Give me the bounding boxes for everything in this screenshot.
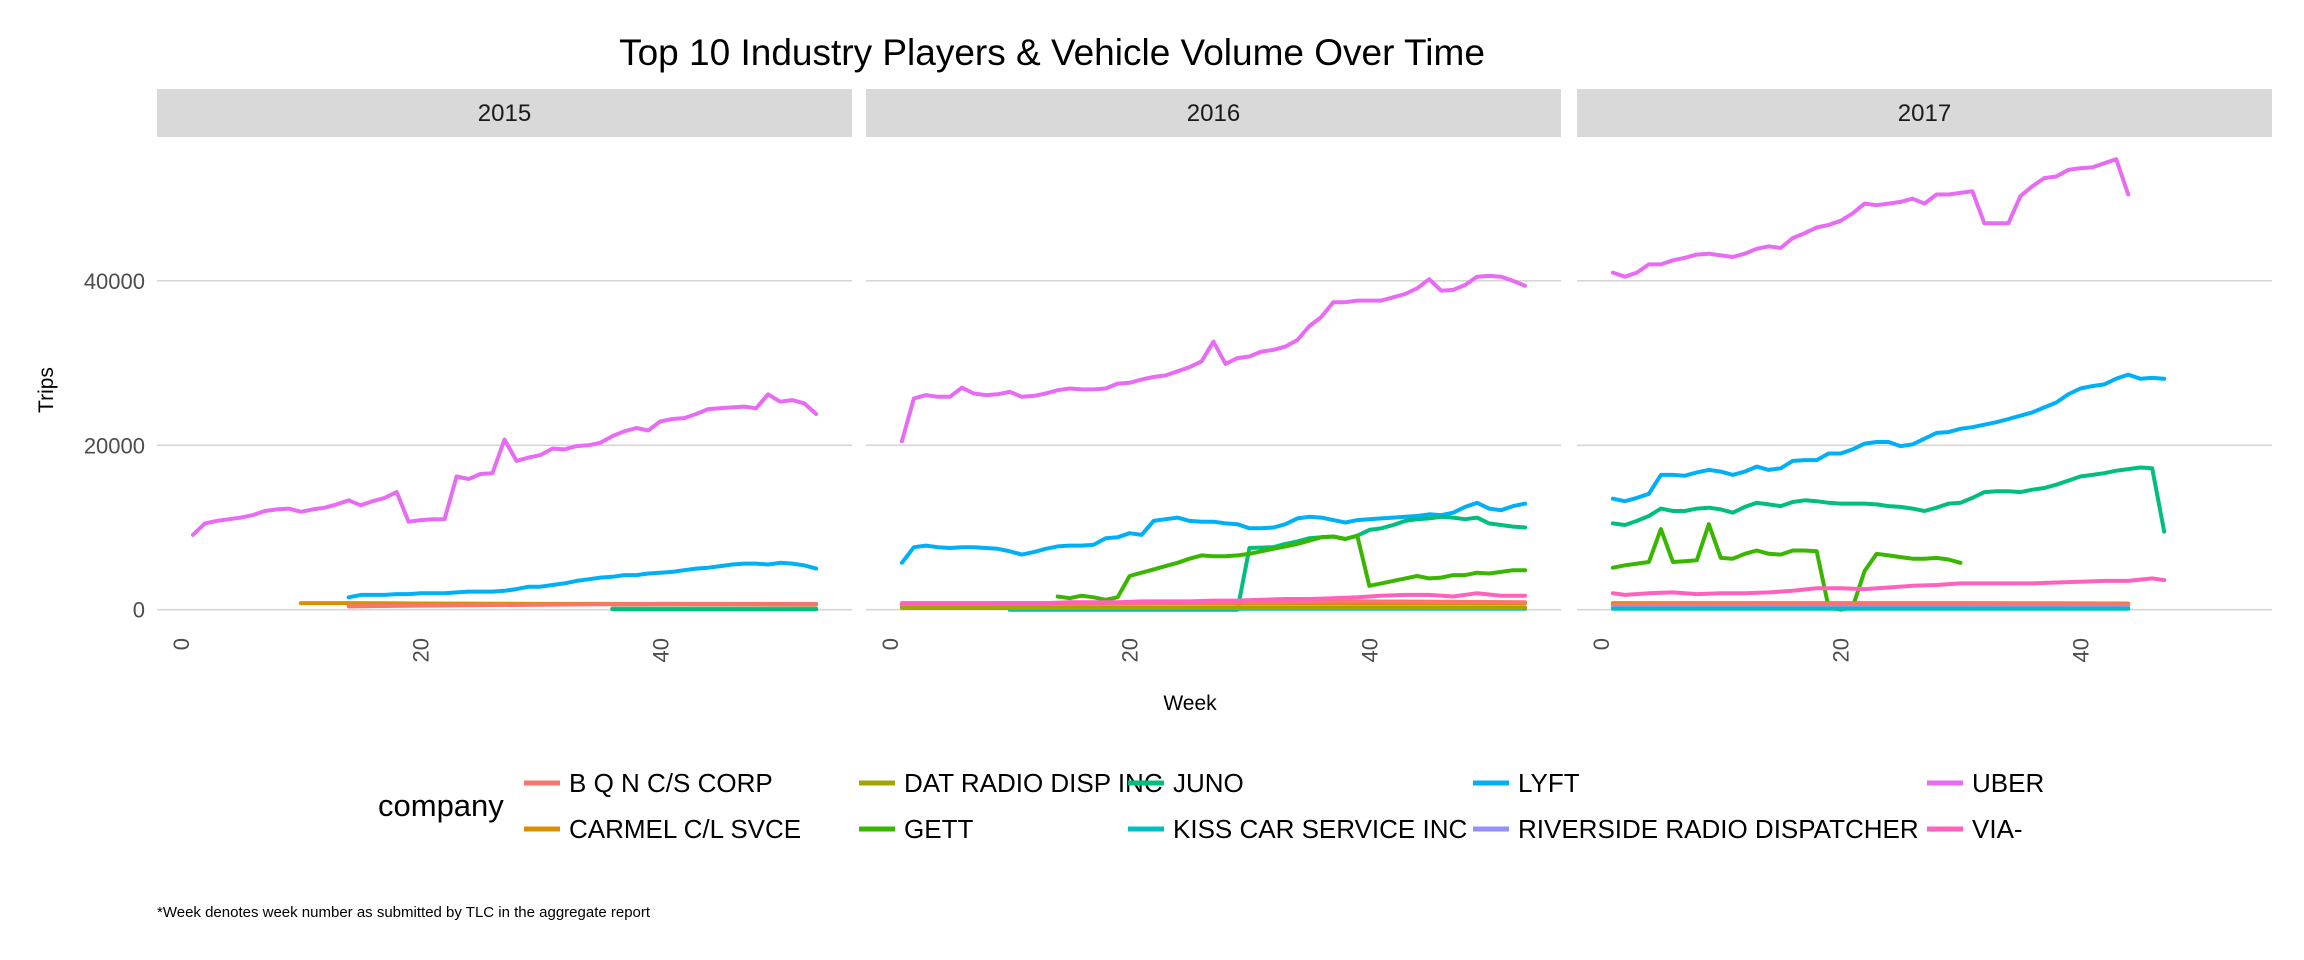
facet-strip (157, 89, 852, 137)
series-line-juno (1610, 465, 2167, 534)
series-line-b-q-n-c-s-corp (346, 601, 819, 609)
x-tick-label: 40 (648, 638, 673, 662)
series-line-lyft (899, 500, 1528, 565)
facet-strip-label: 2017 (1898, 100, 1951, 127)
legend-item: RIVERSIDE RADIO DISPATCHER (1473, 814, 1919, 844)
legend-item: B Q N C/S CORP (524, 768, 773, 798)
x-axis-title: Week (1163, 692, 1217, 715)
series-line-uber (899, 273, 1528, 444)
legend-item: DAT RADIO DISP INC (859, 768, 1163, 798)
legend-label: UBER (1972, 768, 2044, 798)
legend-item: JUNO (1128, 768, 1244, 798)
legend-label: CARMEL C/L SVCE (569, 814, 801, 844)
series-line-b-q-n-c-s-corp (1610, 601, 2131, 607)
legend-item: LYFT (1473, 768, 1580, 798)
chart-title: Top 10 Industry Players & Vehicle Volume… (619, 32, 1485, 73)
legend-label: LYFT (1518, 768, 1580, 798)
y-tick-label: 20000 (84, 433, 145, 458)
legend-item: VIA- (1927, 814, 2023, 844)
y-tick-label: 40000 (84, 269, 145, 294)
x-tick-label: 0 (169, 638, 194, 650)
series-line-via (1610, 576, 2167, 597)
legend-title: company (378, 788, 504, 823)
series-line-gett (1055, 533, 1528, 602)
chart-panels: 2015 0 20000 40000 0 20 40 2016 0 20 40 2017 0 20 40 (84, 89, 2272, 662)
legend-label: RIVERSIDE RADIO DISPATCHER (1518, 814, 1919, 844)
x-tick-label: 0 (1589, 638, 1614, 650)
legend-label: DAT RADIO DISP INC (904, 768, 1163, 798)
x-tick-label: 0 (878, 638, 903, 650)
facet-strip-label: 2016 (1187, 100, 1240, 127)
x-tick-label: 20 (409, 638, 434, 662)
legend-item: CARMEL C/L SVCE (524, 814, 801, 844)
legend: B Q N C/S CORP CARMEL C/L SVCE DAT RADIO D… (524, 768, 2044, 844)
x-tick-label: 20 (1829, 638, 1854, 662)
panel-2017: 2017 0 20 40 (1577, 89, 2272, 662)
x-tick-label: 20 (1118, 638, 1143, 662)
legend-label: GETT (904, 814, 973, 844)
x-tick-label: 40 (1357, 638, 1382, 662)
series-line-gett (1610, 522, 1963, 612)
facet-strip (1577, 89, 2272, 137)
series-line-via (899, 591, 1528, 606)
series-line-uber (1610, 157, 2131, 279)
legend-label: JUNO (1173, 768, 1244, 798)
legend-item: GETT (859, 814, 973, 844)
series-line-lyft (1610, 372, 2167, 504)
x-tick-label: 40 (2068, 638, 2093, 662)
facet-strip-label: 2015 (478, 100, 531, 127)
legend-label: KISS CAR SERVICE INC (1173, 814, 1467, 844)
legend-item: KISS CAR SERVICE INC (1128, 814, 1467, 844)
y-axis-title: Trips (35, 367, 58, 413)
legend-item: UBER (1927, 768, 2044, 798)
series-line-lyft (346, 560, 819, 600)
panel-2016: 2016 0 20 40 (866, 89, 1561, 662)
panel-2015: 2015 0 20000 40000 0 20 40 (84, 89, 852, 662)
legend-label: B Q N C/S CORP (569, 768, 773, 798)
facet-strip (866, 89, 1561, 137)
chart-caption: *Week denotes week number as submitted b… (157, 904, 651, 921)
series-line-uber (190, 392, 819, 537)
legend-label: VIA- (1972, 814, 2023, 844)
y-tick-label: 0 (133, 598, 145, 623)
